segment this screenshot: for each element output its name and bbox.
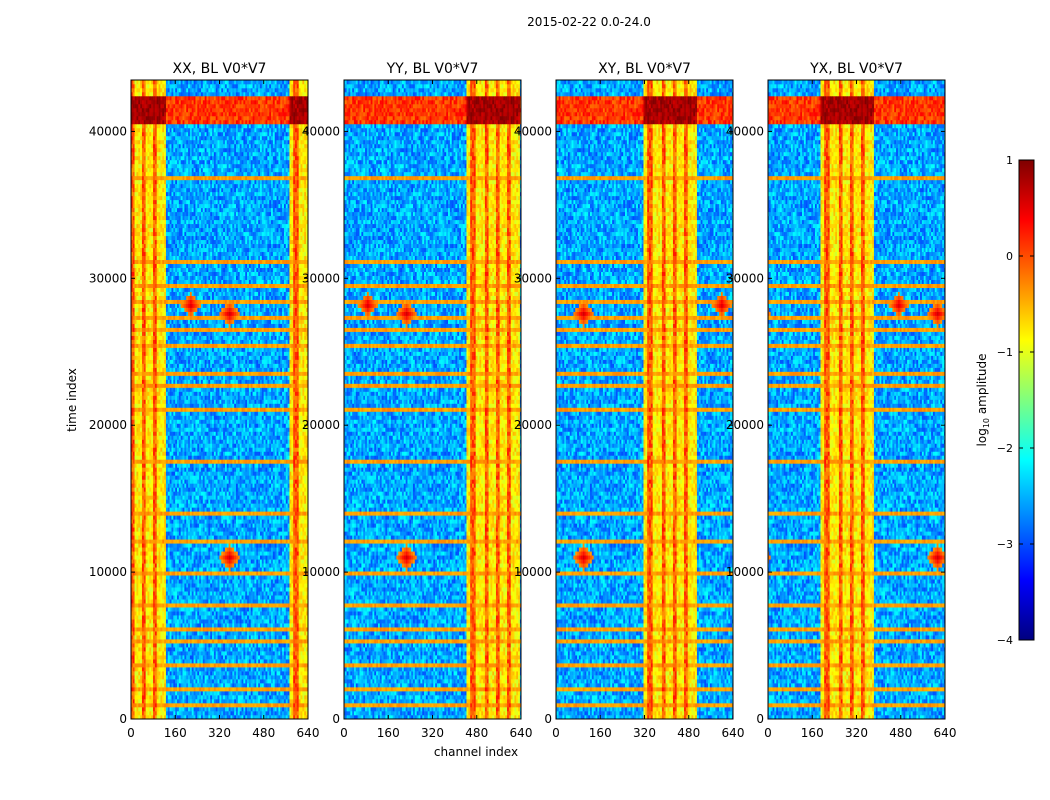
figure: 2015-02-22 0.0-24.0 channel index time i… — [65, 15, 1035, 759]
